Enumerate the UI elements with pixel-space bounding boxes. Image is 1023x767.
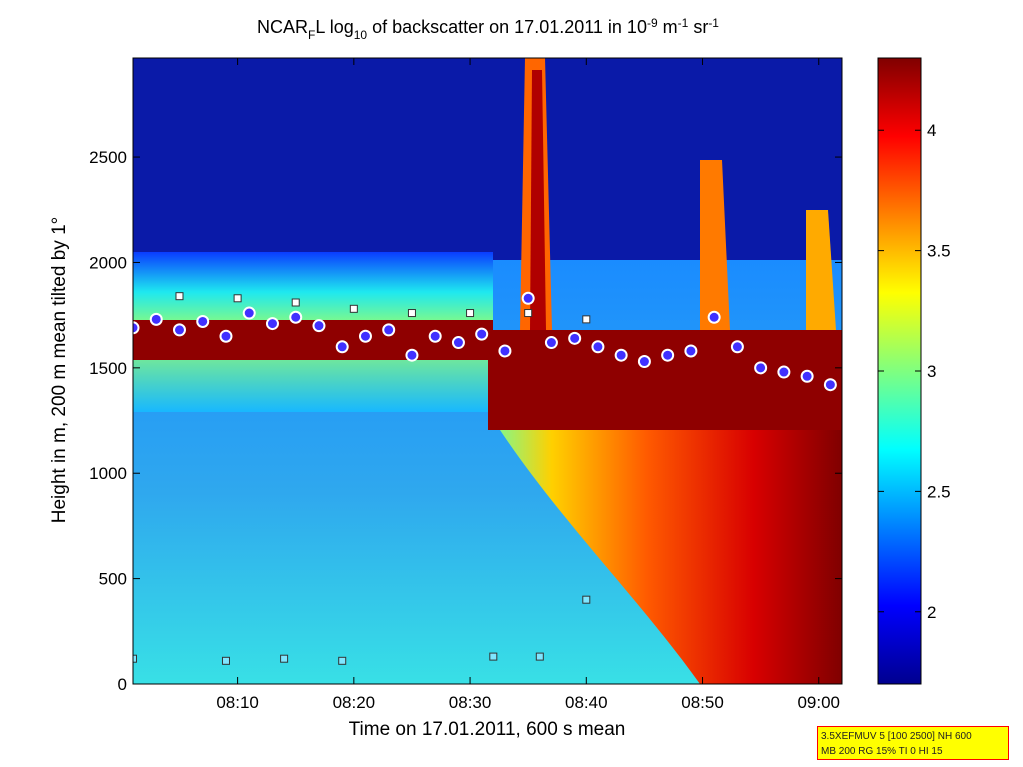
cloud-base-marker xyxy=(382,323,396,337)
cloud-top-marker xyxy=(466,309,475,318)
low-layer-marker xyxy=(535,652,544,661)
title-part: of backscatter on 17.01.2011 in 10 xyxy=(367,17,647,37)
cloud-top-marker xyxy=(582,315,591,324)
x-tick-label: 08:40 xyxy=(565,693,608,712)
cloud-base-marker xyxy=(428,329,442,343)
info-line-1: 3.5XEFMUV 5 [100 2500] NH 600 xyxy=(821,731,972,742)
title-part: m xyxy=(658,17,678,37)
y-tick-label: 500 xyxy=(99,570,127,589)
title-part: -1 xyxy=(678,16,689,30)
low-layer-marker xyxy=(338,656,347,665)
backscatter-field xyxy=(133,58,842,684)
title-part: -1 xyxy=(708,16,719,30)
chart-title: NCARFL log10 of backscatter on 17.01.201… xyxy=(257,16,719,42)
colorbar-tick-label: 2 xyxy=(927,603,936,622)
cloud-base-marker xyxy=(133,321,140,335)
colorbar-tick-label: 4 xyxy=(927,121,936,140)
info-box: 3.5XEFMUV 5 [100 2500] NH 600 MB 200 RG … xyxy=(817,726,1009,760)
cloud-top-marker xyxy=(233,294,242,303)
x-tick-label: 08:50 xyxy=(681,693,724,712)
y-tick-label: 2000 xyxy=(89,253,127,272)
colorbar-tick-label: 2.5 xyxy=(927,482,951,501)
y-tick-label: 0 xyxy=(118,675,127,694)
cloud-base-marker xyxy=(684,344,698,358)
low-layer-marker xyxy=(582,595,591,604)
cloud-base-marker xyxy=(242,306,256,320)
cloud-base-marker xyxy=(475,327,489,341)
plot-frame xyxy=(132,57,843,685)
cloud-base-marker xyxy=(451,336,465,350)
cloud-base-marker xyxy=(265,317,279,331)
cloud-base-marker xyxy=(196,314,210,328)
title-part: -9 xyxy=(647,16,658,30)
cloud-top-marker xyxy=(524,309,533,318)
cloud-base-marker xyxy=(823,378,837,392)
cloud-base-marker xyxy=(219,329,233,343)
cloud-base-marker xyxy=(568,331,582,345)
cloud-base-marker xyxy=(172,323,186,337)
title-part: sr xyxy=(688,17,708,37)
cloud-base-marker xyxy=(498,344,512,358)
low-layer-marker xyxy=(489,652,498,661)
y-axis: 0 500 1000 1500 2000 2500 xyxy=(89,148,842,694)
cloud-base-marker xyxy=(661,348,675,362)
x-tick-label: 08:10 xyxy=(216,693,259,712)
colorbar-tick-label: 3 xyxy=(927,362,936,381)
colorbar xyxy=(877,57,922,685)
colorbar-tick-label: 3.5 xyxy=(927,242,951,261)
cloud-top-marker xyxy=(349,304,358,313)
y-tick-label: 1000 xyxy=(89,464,127,483)
title-part: 10 xyxy=(354,28,368,42)
colorbar-axis: 2 2.5 3 3.5 4 xyxy=(878,121,951,622)
info-line-2: MB 200 RG 15% TI 0 HI 15 xyxy=(821,746,943,757)
cloud-base-marker xyxy=(358,329,372,343)
cloud-base-marker xyxy=(544,336,558,350)
x-tick-label: 08:20 xyxy=(333,693,376,712)
cloud-base-marker xyxy=(521,291,535,305)
plume-region xyxy=(488,430,842,684)
cloud-base-marker xyxy=(335,340,349,354)
cloud-base-marker xyxy=(777,365,791,379)
cloud-base-marker xyxy=(289,310,303,324)
low-layer-marker xyxy=(280,654,289,663)
title-part: F xyxy=(308,28,315,42)
cloud-top-marker xyxy=(407,309,416,318)
cloud-top-marker xyxy=(291,298,300,307)
x-axis: 08:10 08:20 08:30 08:40 08:50 09:00 xyxy=(216,58,840,712)
cloud-base-marker xyxy=(591,340,605,354)
y-tick-label: 2500 xyxy=(89,148,127,167)
cloud-base-marker xyxy=(800,369,814,383)
low-layer-marker xyxy=(221,656,230,665)
x-tick-label: 08:30 xyxy=(449,693,492,712)
marker-layer xyxy=(133,291,837,665)
low-layer-marker xyxy=(133,654,137,663)
cloud-base-marker xyxy=(730,340,744,354)
x-tick-label: 09:00 xyxy=(797,693,840,712)
y-axis-label: Height in m, 200 m mean tilted by 1° xyxy=(49,217,70,523)
cloud-base-marker xyxy=(149,312,163,326)
title-part: L log xyxy=(315,17,353,37)
cloud-top-marker xyxy=(175,292,184,301)
x-axis-label: Time on 17.01.2011, 600 s mean xyxy=(349,719,626,740)
cloud-base-marker xyxy=(637,355,651,369)
cloud-base-marker xyxy=(405,348,419,362)
cloud-base-marker xyxy=(754,361,768,375)
cloud-base-marker xyxy=(614,348,628,362)
title-part: NCAR xyxy=(257,17,308,37)
cloud-base-marker xyxy=(707,310,721,324)
dense-cloud-region xyxy=(488,330,842,430)
cloud-base-marker xyxy=(312,319,326,333)
y-tick-label: 1500 xyxy=(89,359,127,378)
